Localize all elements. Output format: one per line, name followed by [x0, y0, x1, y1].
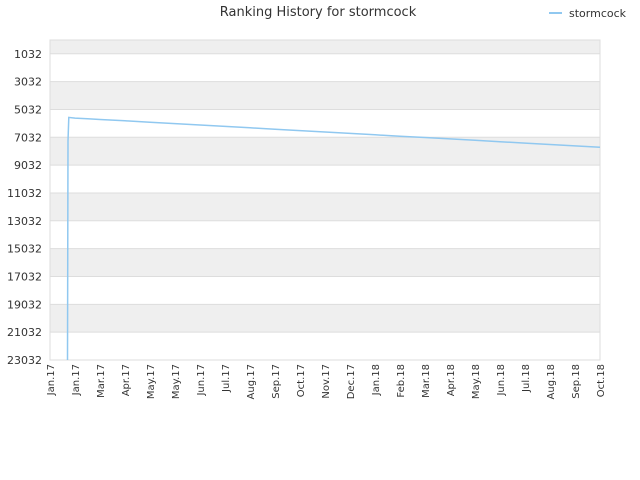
- x-tick-label: Oct.17: [296, 364, 307, 397]
- plot-frame: [49, 39, 601, 361]
- y-axis: 1032 3032 5032 7032 9032 11032 13032 15032 17032…: [7, 48, 42, 367]
- plot-band: [50, 248, 600, 277]
- plot-band: [50, 137, 600, 166]
- plot-band: [50, 81, 600, 110]
- x-tick-label: Dec.17: [346, 364, 357, 399]
- x-tick-label: Mar.18: [421, 364, 432, 398]
- y-tick-label: 5032: [14, 103, 42, 116]
- x-tick-label: May.17: [146, 364, 157, 399]
- x-tick-label: Aug.17: [246, 364, 257, 399]
- y-tick-label: 3032: [14, 76, 42, 89]
- chart-title: Ranking History for stormcock: [220, 5, 417, 20]
- x-tick-label: May.17: [171, 364, 182, 399]
- x-tick-label: Sep.18: [571, 364, 582, 399]
- plot-band: [50, 304, 600, 333]
- x-tick-label: Mar.17: [96, 364, 107, 398]
- series-line-stormcock: [66, 116, 601, 361]
- x-tick-label: Aug.18: [546, 364, 557, 399]
- plot-bands: [50, 40, 600, 333]
- x-tick-label: Feb.18: [396, 364, 407, 398]
- plot-band: [50, 192, 600, 221]
- x-tick-label: Jul.17: [221, 364, 232, 393]
- x-tick-label: Sep.17: [271, 364, 282, 399]
- y-tick-label: 23032: [7, 354, 42, 367]
- y-tick-label: 17032: [7, 270, 42, 283]
- y-tick-label: 7032: [14, 131, 42, 144]
- y-tick-label: 13032: [7, 215, 42, 228]
- y-tick-label: 19032: [7, 298, 42, 311]
- x-tick-label: May.18: [471, 364, 482, 399]
- gridlines: [49, 39, 601, 361]
- legend-label: stormcock: [569, 7, 627, 20]
- x-tick-label: Jun.17: [196, 364, 207, 397]
- x-tick-label: Jun.18: [496, 364, 507, 397]
- x-tick-label: Jan.17: [71, 364, 82, 396]
- x-axis: Jan.17 Jan.17 Mar.17 Apr.17 May.17 May.17 Jun.…: [46, 364, 607, 399]
- legend: stormcock: [549, 7, 627, 20]
- y-tick-label: 11032: [7, 187, 42, 200]
- plot-band: [50, 40, 600, 54]
- x-tick-label: Apr.18: [446, 364, 457, 396]
- x-tick-label: Apr.17: [121, 364, 132, 396]
- y-tick-label: 1032: [14, 48, 42, 61]
- x-tick-label: Jul.18: [521, 364, 532, 393]
- plot-area: [66, 116, 601, 361]
- x-tick-label: Jan.17: [46, 364, 57, 396]
- y-tick-label: 15032: [7, 243, 42, 256]
- y-tick-label: 9032: [14, 159, 42, 172]
- y-tick-label: 21032: [7, 326, 42, 339]
- x-tick-label: Oct.18: [596, 364, 607, 397]
- x-tick-label: Jan.18: [371, 364, 382, 396]
- x-tick-label: Nov.17: [321, 364, 332, 399]
